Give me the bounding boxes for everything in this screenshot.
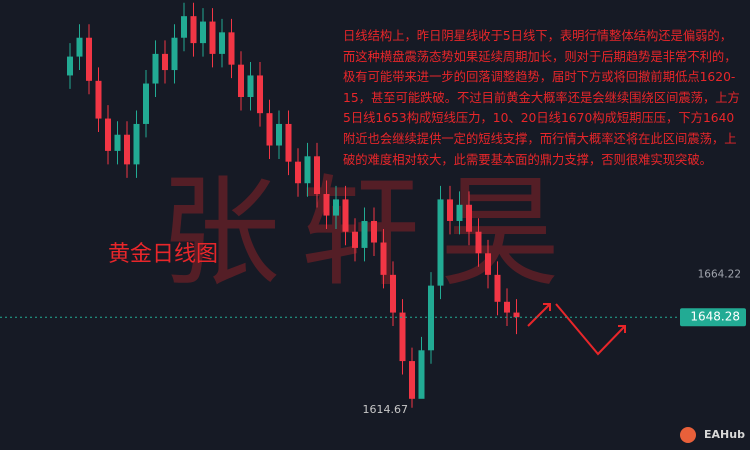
watermark: 张轩昊 [160,164,580,303]
candle-body [333,199,339,216]
candle-body [67,56,73,76]
candle-body [418,350,425,399]
candle-body [181,16,187,38]
candle-body [466,204,472,232]
candle-body [485,253,491,275]
candle-body [76,37,83,57]
candle-body [352,231,358,248]
candle-body [143,83,149,124]
candle-body [114,134,121,151]
candle-body [409,361,415,399]
candle-body [285,123,292,162]
candle-body [390,274,396,313]
candle-body [171,37,178,71]
brand: EAHub [704,428,745,441]
candle-body [361,220,368,248]
candle-body [371,220,377,243]
candle-body [380,242,387,275]
annotation: 日线结构上，昨日阴星线收于5日线下，表明行情整体结构还是偏弱的，而这种横盘震荡态… [343,29,740,167]
chart-title: 黄金日线图 [108,242,219,267]
candle-body [428,285,434,351]
candle-body [437,199,444,286]
candle-body [513,312,520,318]
reference-price-label: 1664.22 [698,268,741,280]
candle-body [247,75,254,98]
candle-body [504,301,510,313]
arrow [555,303,626,356]
candle-body [152,53,159,84]
candle-body [323,194,330,216]
candle-body [162,53,168,71]
candle-body [475,231,482,254]
brand-icon [680,427,696,443]
candle-body [276,123,282,146]
candle-body [133,123,140,165]
candle-body [238,64,244,98]
candle-body [342,199,349,232]
candle-body [190,16,197,44]
candle-body [314,156,320,195]
candle-body [266,113,273,146]
candle-body [219,32,225,54]
low-label: 1614.67 [363,403,409,416]
arrow [527,303,551,327]
price-tag [680,308,746,327]
candle-body [447,199,453,221]
candle-body [257,75,263,114]
price-tag-label: 1648.28 [690,310,740,324]
candle-body [456,204,463,221]
candle-body [304,156,311,184]
candle-body [124,134,130,165]
candle-body [295,161,301,184]
candle-body [86,37,92,81]
candle-body [494,274,501,302]
candle-body [209,21,216,54]
candle-body [95,80,102,119]
candle-body [105,118,111,151]
candle-body [399,312,406,362]
candle-body [200,21,206,44]
candle-body [228,32,235,65]
